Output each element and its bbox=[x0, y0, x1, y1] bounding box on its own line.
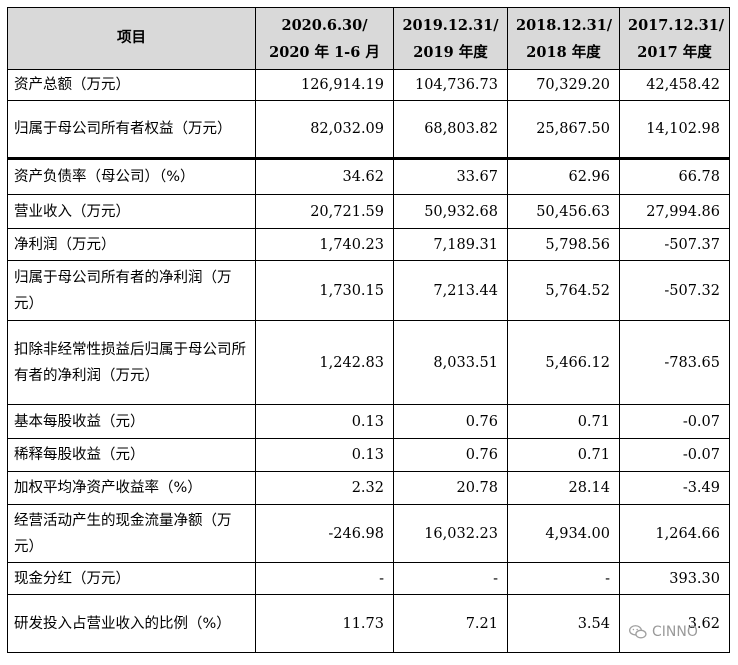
table-row: 研发投入占营业收入的比例（%） 11.73 7.21 3.54 3.62 bbox=[7, 594, 730, 653]
watermark-text: CINNO bbox=[652, 624, 698, 640]
cell-value: 7,213.44 bbox=[393, 260, 508, 321]
table-row: 基本每股收益（元） 0.13 0.76 0.71 -0.07 bbox=[7, 404, 730, 439]
cell-value: 0.76 bbox=[393, 404, 508, 439]
cell-value: -507.37 bbox=[619, 228, 730, 261]
cell-value: 104,736.73 bbox=[393, 69, 508, 101]
cell-value: -246.98 bbox=[255, 504, 394, 563]
cell-value: 62.96 bbox=[507, 158, 620, 195]
cell-value: 1,242.83 bbox=[255, 320, 394, 405]
header-item: 项目 bbox=[7, 7, 256, 70]
cell-value: 7.21 bbox=[393, 594, 508, 653]
row-label: 加权平均净资产收益率（%） bbox=[7, 471, 256, 505]
row-label: 经营活动产生的现金流量净额（万元） bbox=[7, 504, 256, 563]
cell-value: 2.32 bbox=[255, 471, 394, 505]
cell-value: -507.32 bbox=[619, 260, 730, 321]
cell-value: 0.13 bbox=[255, 438, 394, 472]
cell-value: 34.62 bbox=[255, 158, 394, 195]
cell-value: 1,740.23 bbox=[255, 228, 394, 261]
row-label: 营业收入（万元） bbox=[7, 194, 256, 229]
cell-value: 0.71 bbox=[507, 404, 620, 439]
table-header-row: 项目 2020.6.30/2020 年 1-6 月 2019.12.31/201… bbox=[7, 7, 730, 70]
cell-value: 11.73 bbox=[255, 594, 394, 653]
row-label: 归属于母公司所有者权益（万元） bbox=[7, 100, 256, 160]
cell-value: 5,764.52 bbox=[507, 260, 620, 321]
table-row: 营业收入（万元） 20,721.59 50,932.68 50,456.63 2… bbox=[7, 194, 730, 229]
cell-value: 28.14 bbox=[507, 471, 620, 505]
table-row: 净利润（万元） 1,740.23 7,189.31 5,798.56 -507.… bbox=[7, 228, 730, 261]
cell-value: - bbox=[255, 562, 394, 595]
row-label: 稀释每股收益（元） bbox=[7, 438, 256, 472]
header-period-2017: 2017.12.31/2017 年度 bbox=[619, 7, 730, 70]
cell-value: 68,803.82 bbox=[393, 100, 508, 160]
row-label: 研发投入占营业收入的比例（%） bbox=[7, 594, 256, 653]
table-row: 归属于母公司所有者的净利润（万元） 1,730.15 7,213.44 5,76… bbox=[7, 260, 730, 321]
cell-value: 27,994.86 bbox=[619, 194, 730, 229]
cell-value: 0.76 bbox=[393, 438, 508, 472]
row-label: 资产总额（万元） bbox=[7, 69, 256, 101]
cell-value: 50,456.63 bbox=[507, 194, 620, 229]
cell-value: -0.07 bbox=[619, 404, 730, 439]
row-label: 归属于母公司所有者的净利润（万元） bbox=[7, 260, 256, 321]
cell-value: 126,914.19 bbox=[255, 69, 394, 101]
row-label: 资产负债率（母公司）（%） bbox=[7, 158, 256, 195]
cell-value: 393.30 bbox=[619, 562, 730, 595]
cell-value: 8,033.51 bbox=[393, 320, 508, 405]
cell-value: 50,932.68 bbox=[393, 194, 508, 229]
watermark: CINNO bbox=[628, 622, 698, 642]
cell-value: -783.65 bbox=[619, 320, 730, 405]
cell-value: 7,189.31 bbox=[393, 228, 508, 261]
table-row: 现金分红（万元） - - - 393.30 bbox=[7, 562, 730, 595]
row-label: 基本每股收益（元） bbox=[7, 404, 256, 439]
row-label: 净利润（万元） bbox=[7, 228, 256, 261]
cell-value: 33.67 bbox=[393, 158, 508, 195]
table-row: 加权平均净资产收益率（%） 2.32 20.78 28.14 -3.49 bbox=[7, 471, 730, 505]
header-period-2019: 2019.12.31/2019 年度 bbox=[393, 7, 508, 70]
cell-value: -0.07 bbox=[619, 438, 730, 472]
table-row: 稀释每股收益（元） 0.13 0.76 0.71 -0.07 bbox=[7, 438, 730, 472]
table-row: 扣除非经常性损益后归属于母公司所有者的净利润（万元） 1,242.83 8,03… bbox=[7, 320, 730, 405]
cell-value: 4,934.00 bbox=[507, 504, 620, 563]
cell-value: 5,466.12 bbox=[507, 320, 620, 405]
row-label: 扣除非经常性损益后归属于母公司所有者的净利润（万元） bbox=[7, 320, 256, 405]
cell-value: 0.71 bbox=[507, 438, 620, 472]
financial-data-table: 项目 2020.6.30/2020 年 1-6 月 2019.12.31/201… bbox=[7, 7, 730, 653]
cell-value: - bbox=[507, 562, 620, 595]
cell-value: 14,102.98 bbox=[619, 100, 730, 160]
cell-value: 42,458.42 bbox=[619, 69, 730, 101]
cell-value: 20,721.59 bbox=[255, 194, 394, 229]
cell-value: 1,730.15 bbox=[255, 260, 394, 321]
wechat-icon bbox=[629, 625, 647, 639]
cell-value: 25,867.50 bbox=[507, 100, 620, 160]
table-row: 资产总额（万元） 126,914.19 104,736.73 70,329.20… bbox=[7, 69, 730, 101]
table-row: 资产负债率（母公司）（%） 34.62 33.67 62.96 66.78 bbox=[7, 158, 730, 195]
cell-value: 70,329.20 bbox=[507, 69, 620, 101]
cell-value: 16,032.23 bbox=[393, 504, 508, 563]
cell-value: 3.54 bbox=[507, 594, 620, 653]
table-row: 经营活动产生的现金流量净额（万元） -246.98 16,032.23 4,93… bbox=[7, 504, 730, 563]
table-row: 归属于母公司所有者权益（万元） 82,032.09 68,803.82 25,8… bbox=[7, 100, 730, 160]
row-label: 现金分红（万元） bbox=[7, 562, 256, 595]
cell-value: 66.78 bbox=[619, 158, 730, 195]
header-period-2018: 2018.12.31/2018 年度 bbox=[507, 7, 620, 70]
cell-value: 5,798.56 bbox=[507, 228, 620, 261]
cell-value: 0.13 bbox=[255, 404, 394, 439]
cell-value: 82,032.09 bbox=[255, 100, 394, 160]
header-period-2020: 2020.6.30/2020 年 1-6 月 bbox=[255, 7, 394, 70]
cell-value: 20.78 bbox=[393, 471, 508, 505]
cell-value: 3.62 bbox=[619, 594, 730, 653]
cell-value: -3.49 bbox=[619, 471, 730, 505]
cell-value: - bbox=[393, 562, 508, 595]
cell-value: 1,264.66 bbox=[619, 504, 730, 563]
